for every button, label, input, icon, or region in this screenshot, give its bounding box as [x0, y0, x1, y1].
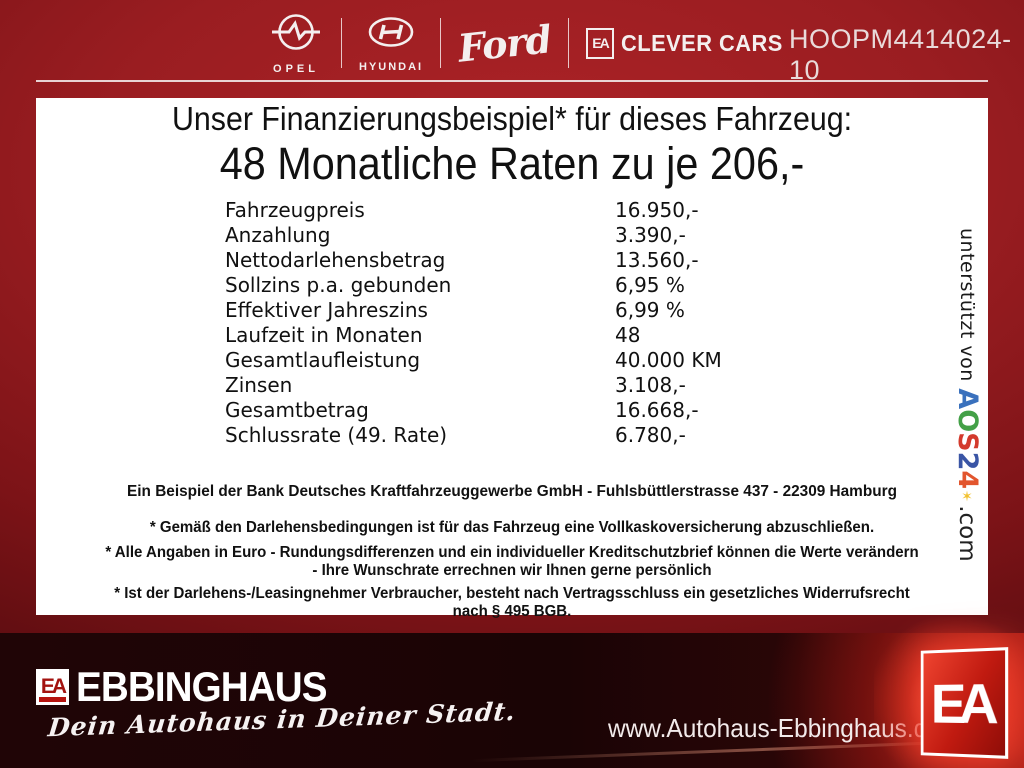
- aos24-domain-suffix: .com: [954, 505, 980, 562]
- footnote-line: * Alle Angaben in Euro - Rundungsdiffere…: [105, 544, 919, 561]
- row-label: Gesamtbetrag: [225, 398, 369, 422]
- row-value: 40.000 KM: [615, 348, 722, 372]
- ea-badge-icon: EA: [585, 27, 614, 59]
- aos24-logo-letter: 2: [952, 451, 983, 471]
- row-value: 3.108,-: [615, 373, 686, 397]
- table-row: Zinsen 3.108,-: [225, 373, 722, 398]
- ford-logo: Ford: [456, 16, 553, 70]
- clever-cars-label: CLEVER CARS: [620, 29, 783, 56]
- ea-badge-letters: EA: [40, 675, 67, 698]
- supported-by-vertical-text: unterstützt von AOS24✶.com: [952, 228, 983, 562]
- ea-badge-icon: EA: [36, 669, 69, 705]
- table-row: Gesamtbetrag 16.668,-: [225, 398, 722, 423]
- vehicle-id: HOOPM4414024-10: [789, 24, 1012, 85]
- clever-cars-logo: EA CLEVER CARS: [585, 27, 791, 59]
- logo-divider: [567, 18, 569, 68]
- ea-glow-logo: EA: [874, 617, 1024, 768]
- offer-titles: Unser Finanzierungsbeispiel* für dieses …: [36, 100, 988, 190]
- aos24-logo-letter: A: [952, 388, 983, 410]
- hyundai-logo: HYUNDAI: [359, 13, 423, 73]
- opel-blitz-icon: [268, 11, 324, 60]
- row-label: Nettodarlehensbetrag: [225, 248, 446, 272]
- finance-table: Fahrzeugpreis 16.950,- Anzahlung 3.390,-…: [225, 198, 722, 448]
- opel-label: OPEL: [273, 63, 319, 75]
- aos24-logo-letter: S: [952, 432, 983, 452]
- table-row: Effektiver Jahreszins 6,99 %: [225, 298, 722, 323]
- opel-logo: OPEL: [268, 11, 324, 75]
- ebbinghaus-logo: EA EBBINGHAUS: [36, 663, 348, 711]
- offer-rate-headline: 48 Monatliche Raten zu je 206,-: [219, 138, 805, 189]
- row-value: 6,95 %: [615, 273, 685, 297]
- table-row: Sollzins p.a. gebunden 6,95 %: [225, 273, 722, 298]
- dealer-footer: EA EBBINGHAUS Dein Autohaus in Deiner St…: [0, 617, 1024, 768]
- row-value: 16.668,-: [615, 398, 699, 422]
- table-row: Fahrzeugpreis 16.950,-: [225, 198, 722, 223]
- offer-title: Unser Finanzierungsbeispiel* für dieses …: [171, 100, 853, 137]
- footnote-line: - Ihre Wunschrate errechnen wir Ihnen ge…: [312, 562, 712, 579]
- table-row: Nettodarlehensbetrag 13.560,-: [225, 248, 722, 273]
- row-value: 48: [615, 323, 641, 347]
- row-label: Zinsen: [225, 373, 293, 397]
- logo-divider: [440, 18, 442, 68]
- row-value: 6,99 %: [615, 298, 685, 322]
- row-label: Sollzins p.a. gebunden: [225, 273, 452, 297]
- footnote-line: * Gemäß den Darlehensbedingungen ist für…: [149, 519, 875, 536]
- ford-script-icon: Ford: [456, 15, 554, 71]
- row-value: 16.950,-: [615, 198, 699, 222]
- row-value: 3.390,-: [615, 223, 686, 247]
- aos24-star-icon: ✶: [959, 489, 975, 506]
- dealer-name: EBBINGHAUS: [76, 663, 327, 710]
- hyundai-h-icon: [360, 13, 422, 58]
- row-label: Anzahlung: [225, 223, 331, 247]
- row-label: Schlussrate (49. Rate): [225, 423, 448, 447]
- ea-badge-stripe: [39, 697, 66, 702]
- ea-logo-letters: EA: [930, 670, 991, 736]
- row-label: Laufzeit in Monaten: [225, 323, 423, 347]
- table-row: Anzahlung 3.390,-: [225, 223, 722, 248]
- table-row: Gesamtlaufleistung 40.000 KM: [225, 348, 722, 373]
- row-value: 6.780,-: [615, 423, 686, 447]
- footnote-line: * Ist der Darlehens-/Leasingnehmer Verbr…: [114, 585, 910, 602]
- row-label: Fahrzeugpreis: [225, 198, 365, 222]
- table-row: Laufzeit in Monaten 48: [225, 323, 722, 348]
- footnote-line: nach § 495 BGB.: [452, 603, 572, 620]
- aos24-logo-letter: O: [952, 409, 983, 433]
- hyundai-label: HYUNDAI: [359, 61, 424, 73]
- row-value: 13.560,-: [615, 248, 699, 272]
- aos24-logo-letter: 4: [952, 470, 983, 490]
- table-row: Schlussrate (49. Rate) 6.780,-: [225, 423, 722, 448]
- row-label: Gesamtlaufleistung: [225, 348, 421, 372]
- logo-divider: [341, 18, 342, 68]
- row-label: Effektiver Jahreszins: [225, 298, 428, 322]
- financing-panel: Unser Finanzierungsbeispiel* für dieses …: [36, 98, 988, 620]
- header-divider-line: [36, 80, 988, 82]
- supported-by-label: unterstützt von: [956, 228, 978, 389]
- brand-logo-row: OPEL HYUNDAI Ford EA CLEVER CARS: [268, 11, 791, 75]
- bank-example-line: Ein Beispiel der Bank Deutsches Kraftfah…: [127, 483, 897, 500]
- ea-logo-box: EA: [920, 647, 1009, 759]
- footnotes-block: * Gemäß den Darlehensbedingungen ist für…: [36, 519, 988, 621]
